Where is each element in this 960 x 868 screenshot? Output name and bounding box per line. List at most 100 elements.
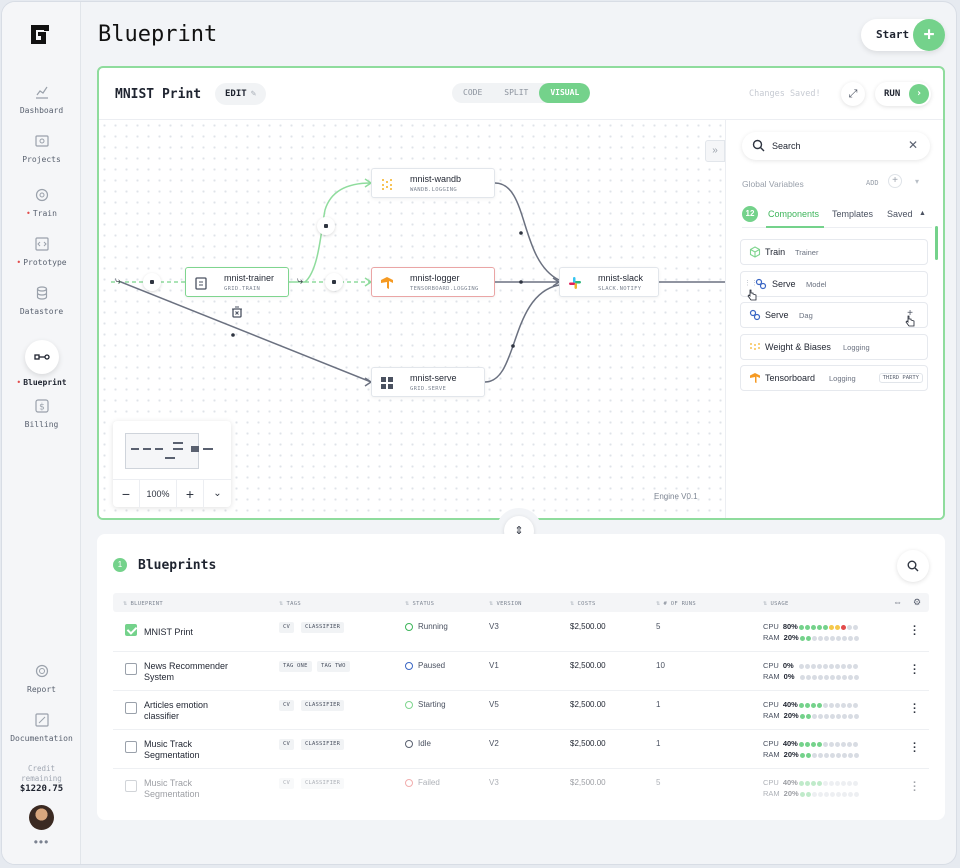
tab-visual[interactable]: VISUAL <box>539 83 591 103</box>
more-icon[interactable]: ••• <box>33 835 50 849</box>
table-row[interactable]: Music Track Segmentation CV CLASSIFIER Fail… <box>113 769 929 808</box>
more-vertical-icon[interactable]: · · · <box>913 738 917 758</box>
usage-dot <box>804 663 810 669</box>
close-icon[interactable]: ✕ <box>907 138 918 152</box>
tab-saved[interactable]: Saved <box>887 209 913 219</box>
add-variable-label[interactable]: ADD <box>866 179 879 187</box>
component-serve-dag[interactable]: Serve Dag + <box>740 302 928 328</box>
search-input[interactable] <box>772 138 892 154</box>
usage-dot <box>798 702 804 708</box>
row-checkbox[interactable] <box>125 663 137 675</box>
sidebar-item-prototype[interactable]: • Prototype <box>2 236 81 267</box>
component-count: 12 <box>742 206 758 222</box>
blueprint-name[interactable]: Articles emotion classifier <box>144 700 209 721</box>
sidebar-item-documentation[interactable]: Documentation <box>2 712 81 743</box>
blueprint-name[interactable]: News Recommender System <box>144 661 229 682</box>
tab-code[interactable]: CODE <box>463 88 483 97</box>
table-row[interactable]: MNIST Print CV CLASSIFIER Running V3 $2,500.0… <box>113 613 929 652</box>
column-header-costs[interactable]: ⇅ COSTS <box>570 599 596 607</box>
flow-canvas[interactable]: ⤷ ⤷ mnist-wandb WANDB.LOGGING mnist-trai… <box>99 120 725 518</box>
sidebar-item-datastore[interactable]: Datastore <box>2 285 81 316</box>
node-mnist-wandb[interactable]: mnist-wandb WANDB.LOGGING <box>371 168 495 198</box>
component-name: Serve <box>765 310 789 320</box>
node-mnist-slack[interactable]: mnist-slack SLACK.NOTIFY <box>559 267 659 297</box>
node-mnist-logger[interactable]: mnist-logger TENSORBOARD.LOGGING <box>371 267 495 297</box>
tab-components[interactable]: Components <box>768 209 820 219</box>
zoom-controls: − 100% + ⌄ <box>113 479 231 508</box>
minimap-viewport[interactable] <box>125 433 199 469</box>
junction-node[interactable] <box>325 273 343 291</box>
sidebar-item-dashboard[interactable]: Dashboard <box>2 84 81 115</box>
sidebar-item-train[interactable]: • Train <box>2 187 81 218</box>
column-header-blueprint[interactable]: ⇅ BLUEPRINT <box>123 599 164 607</box>
row-checkbox[interactable] <box>125 624 137 636</box>
usage-dot <box>841 674 847 680</box>
avatar[interactable] <box>29 805 54 830</box>
chevron-down-icon[interactable]: ▾ <box>915 177 920 186</box>
node-mnist-trainer[interactable]: mnist-trainer GRID.TRAIN <box>185 267 289 297</box>
junction-node[interactable] <box>317 217 335 235</box>
row-checkbox[interactable] <box>125 702 137 714</box>
blueprint-name[interactable]: Music Track Segmentation <box>144 778 200 799</box>
node-mnist-serve[interactable]: mnist-serve GRID.SERVE <box>371 367 485 397</box>
tab-split[interactable]: SPLIT <box>504 88 529 97</box>
drag-handle-icon[interactable]: ⋮⋮ <box>744 280 758 287</box>
more-vertical-icon[interactable]: · · · <box>913 660 917 680</box>
chevron-down-icon[interactable]: ⌄ <box>203 480 231 508</box>
columns-toggle-icon[interactable]: ⇔ <box>893 597 902 607</box>
table-row[interactable]: Music Track Segmentation CV CLASSIFIER Idle… <box>113 730 929 769</box>
serve-icon <box>755 278 767 290</box>
table-row[interactable]: News Recommender System TAG ONE TAG TWO Pau… <box>113 652 929 691</box>
grid-logo-icon[interactable] <box>28 22 54 48</box>
tab-templates[interactable]: Templates <box>832 209 874 219</box>
sidebar-item-billing[interactable]: $ Billing <box>2 398 81 429</box>
column-header-version[interactable]: ⇅ VERSION <box>489 599 522 607</box>
row-checkbox[interactable] <box>125 780 137 792</box>
minimap[interactable]: − 100% + ⌄ <box>113 421 231 508</box>
more-vertical-icon[interactable]: · · · <box>913 699 917 719</box>
add-component-icon[interactable]: + <box>907 308 913 319</box>
split-icon[interactable]: ⤷ <box>297 275 304 287</box>
row-checkbox[interactable] <box>125 741 137 753</box>
blueprint-icon <box>33 354 50 360</box>
run-count: 5 <box>656 778 661 787</box>
table-search-button[interactable] <box>897 550 929 582</box>
sidebar-item-report[interactable]: Report <box>2 663 81 694</box>
blueprint-name[interactable]: MNIST Print <box>144 627 193 637</box>
start-button[interactable]: Start + <box>861 19 945 51</box>
junction-node[interactable] <box>143 273 161 291</box>
plus-icon: + <box>913 19 945 51</box>
minimap-node <box>155 448 163 450</box>
component-train[interactable]: Train Trainer <box>740 239 928 265</box>
column-header-status[interactable]: ⇅ STATUS <box>405 599 435 607</box>
train-icon <box>35 188 48 202</box>
usage-dot <box>817 674 823 680</box>
gear-icon[interactable]: ⚙ <box>913 597 922 607</box>
usage-dot <box>811 752 817 758</box>
more-vertical-icon[interactable]: · · · <box>913 777 917 797</box>
column-header-usage[interactable]: ⇅ USAGE <box>763 599 789 607</box>
tag-chip: TAG TWO <box>317 661 350 672</box>
panel-scrollbar[interactable] <box>935 226 938 260</box>
collapse-panel-icon[interactable]: » <box>705 140 725 162</box>
column-header-runs[interactable]: ⇅ # OF RUNS <box>656 599 697 607</box>
trash-icon[interactable] <box>231 306 243 318</box>
expand-icon[interactable]: ⤢ <box>841 82 865 106</box>
zoom-in-button[interactable]: + <box>185 486 195 502</box>
add-variable-button[interactable]: + <box>888 174 902 188</box>
component-weight-biases[interactable]: Weight & Biases Logging <box>740 334 928 360</box>
split-icon[interactable]: ⤷ <box>115 275 122 287</box>
component-serve-model[interactable]: ⋮⋮ Serve Model <box>740 271 928 301</box>
component-tensorboard[interactable]: Tensorboard Logging THIRD PARTY <box>740 365 928 391</box>
edit-button[interactable]: EDIT ✎ <box>215 83 267 105</box>
sidebar-item-blueprint[interactable]: • Blueprint <box>2 340 81 387</box>
more-vertical-icon[interactable]: · · · <box>913 621 917 641</box>
version: V5 <box>489 700 499 709</box>
run-button[interactable]: RUN › <box>875 82 931 106</box>
column-header-tags[interactable]: ⇅ TAGS <box>279 599 301 607</box>
sidebar-item-projects[interactable]: Projects <box>2 133 81 164</box>
chevron-up-icon[interactable]: ▲ <box>919 210 926 217</box>
table-row[interactable]: Articles emotion classifier CV CLASSIFIER S… <box>113 691 929 730</box>
zoom-out-button[interactable]: − <box>121 486 131 502</box>
blueprint-name[interactable]: Music Track Segmentation <box>144 739 200 760</box>
